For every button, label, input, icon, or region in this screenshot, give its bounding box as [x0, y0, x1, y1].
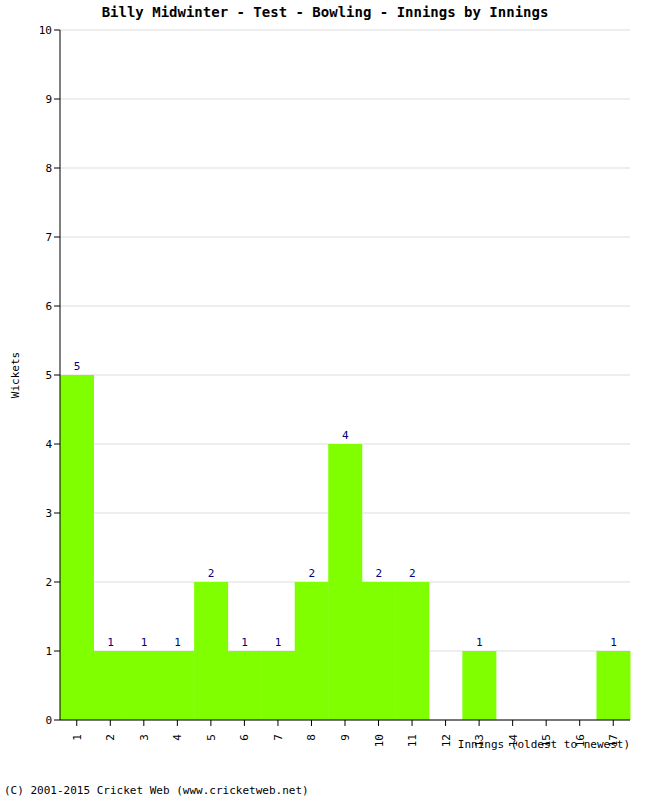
svg-text:2: 2	[45, 576, 52, 589]
svg-text:1: 1	[174, 636, 181, 649]
svg-text:7: 7	[272, 734, 285, 741]
svg-text:9: 9	[45, 93, 52, 106]
svg-text:4: 4	[342, 429, 349, 442]
svg-text:1: 1	[476, 636, 483, 649]
svg-text:5: 5	[205, 734, 218, 741]
html-text:(C) 2001-2015 Cricket Web (www: (C) 2001-2015 Cricket Web (www.cricketwe…	[4, 784, 309, 797]
html-text:Innings (oldest to newest): Innings (oldest to newest)	[457, 738, 630, 751]
svg-text:8: 8	[45, 162, 52, 175]
svg-text:4: 4	[45, 438, 52, 451]
svg-text:2: 2	[208, 567, 215, 580]
svg-text:11: 11	[406, 734, 419, 747]
svg-text:10: 10	[39, 24, 52, 37]
svg-text:1: 1	[45, 645, 52, 658]
svg-text:2: 2	[375, 567, 382, 580]
svg-text:2: 2	[308, 567, 315, 580]
svg-text:5: 5	[45, 369, 52, 382]
svg-text:1: 1	[141, 636, 148, 649]
svg-text:3: 3	[138, 734, 151, 741]
svg-text:6: 6	[45, 300, 52, 313]
svg-text:6: 6	[238, 734, 251, 741]
svg-text:1: 1	[241, 636, 248, 649]
svg-text:1: 1	[71, 734, 84, 741]
svg-text:12: 12	[440, 734, 453, 747]
svg-text:1: 1	[107, 636, 114, 649]
svg-text:9: 9	[339, 734, 352, 741]
svg-text:5: 5	[74, 360, 81, 373]
svg-text:2: 2	[409, 567, 416, 580]
svg-text:8: 8	[305, 734, 318, 741]
html-text:Billy Midwinter - Test - Bowli: Billy Midwinter - Test - Bowling - Innin…	[101, 4, 549, 20]
svg-text:7: 7	[45, 231, 52, 244]
svg-text:3: 3	[45, 507, 52, 520]
svg-text:2: 2	[104, 734, 117, 741]
svg-text:10: 10	[373, 734, 386, 747]
svg-text:Wickets: Wickets	[9, 352, 22, 398]
svg-text:0: 0	[45, 714, 52, 727]
svg-text:4: 4	[171, 734, 184, 741]
svg-text:1: 1	[275, 636, 282, 649]
svg-text:1: 1	[610, 636, 617, 649]
